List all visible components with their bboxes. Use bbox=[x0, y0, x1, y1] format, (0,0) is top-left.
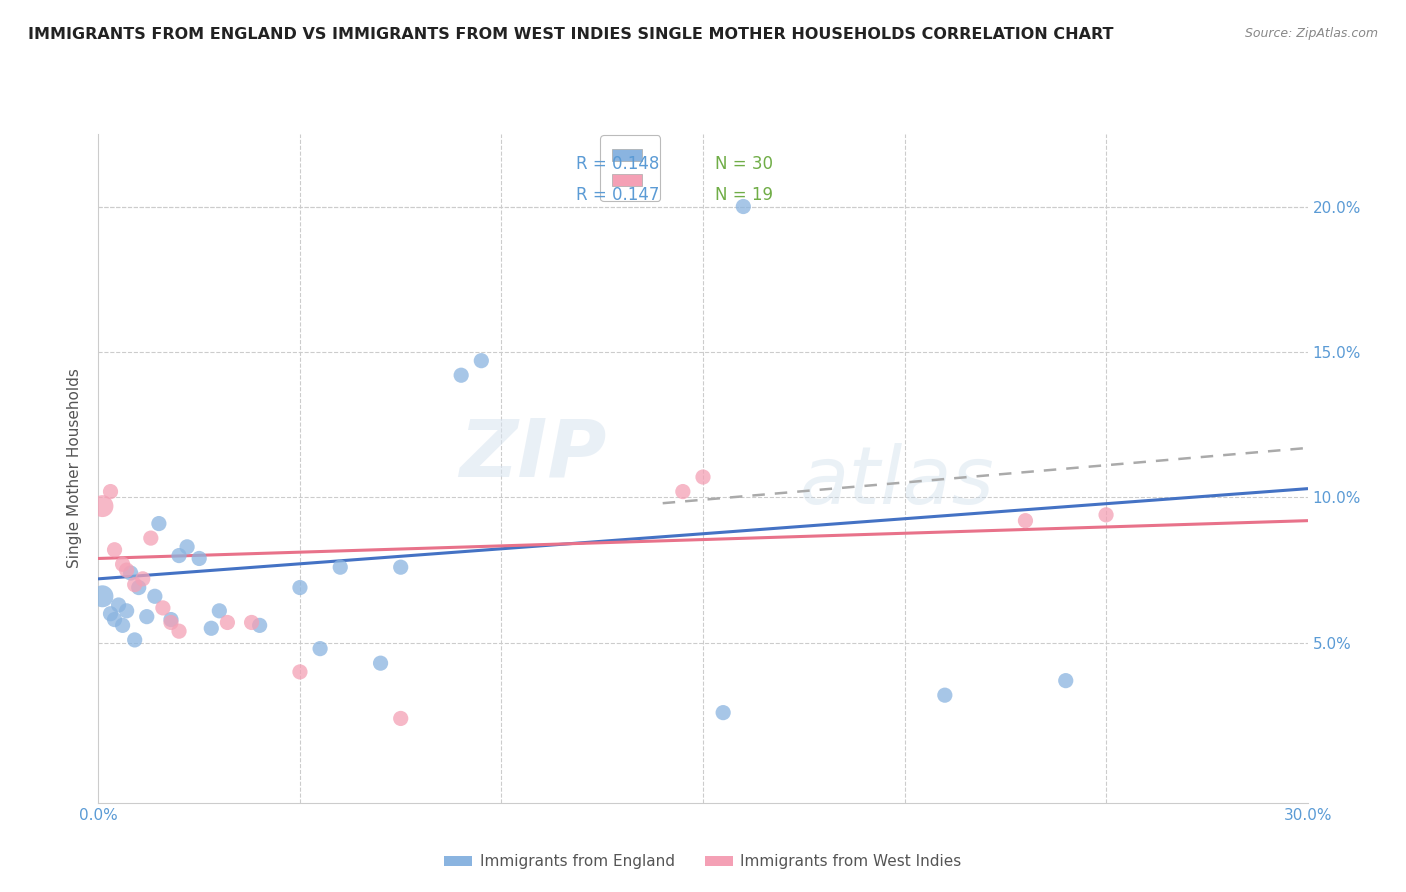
Point bbox=[309, 641, 332, 656]
Point bbox=[217, 615, 239, 630]
Point bbox=[450, 368, 472, 383]
Point bbox=[103, 542, 125, 557]
Point bbox=[176, 540, 198, 554]
Point bbox=[711, 706, 734, 720]
Point bbox=[370, 656, 392, 670]
Point bbox=[1014, 514, 1036, 528]
Point bbox=[124, 632, 146, 647]
Point bbox=[132, 572, 155, 586]
Point bbox=[733, 200, 755, 214]
Point bbox=[124, 577, 146, 591]
Point bbox=[1095, 508, 1118, 522]
Point bbox=[167, 624, 190, 639]
Text: atlas: atlas bbox=[800, 442, 994, 521]
Point bbox=[120, 566, 142, 580]
Legend: , : , bbox=[600, 136, 661, 202]
Point bbox=[692, 470, 714, 484]
Point bbox=[470, 353, 492, 368]
Point bbox=[107, 598, 129, 612]
Text: N = 30: N = 30 bbox=[716, 155, 773, 173]
Text: R = 0.147: R = 0.147 bbox=[576, 186, 659, 204]
Point bbox=[128, 581, 150, 595]
Point bbox=[103, 613, 125, 627]
Point bbox=[160, 615, 183, 630]
Point bbox=[143, 589, 166, 603]
Legend: Immigrants from England, Immigrants from West Indies: Immigrants from England, Immigrants from… bbox=[439, 848, 967, 875]
Point bbox=[115, 604, 138, 618]
Point bbox=[934, 688, 956, 702]
Point bbox=[100, 607, 122, 621]
Point bbox=[389, 711, 412, 725]
Point bbox=[139, 531, 162, 545]
Point bbox=[111, 618, 134, 632]
Point bbox=[152, 601, 174, 615]
Text: Source: ZipAtlas.com: Source: ZipAtlas.com bbox=[1244, 27, 1378, 40]
Point bbox=[91, 589, 114, 603]
Text: IMMIGRANTS FROM ENGLAND VS IMMIGRANTS FROM WEST INDIES SINGLE MOTHER HOUSEHOLDS : IMMIGRANTS FROM ENGLAND VS IMMIGRANTS FR… bbox=[28, 27, 1114, 42]
Point bbox=[188, 551, 211, 566]
Point bbox=[111, 558, 134, 572]
Point bbox=[1054, 673, 1077, 688]
Point bbox=[135, 609, 157, 624]
Point bbox=[200, 621, 222, 635]
Point bbox=[389, 560, 412, 574]
Point bbox=[115, 563, 138, 577]
Point bbox=[100, 484, 122, 499]
Text: ZIP: ZIP bbox=[458, 416, 606, 494]
Point bbox=[288, 665, 311, 679]
Point bbox=[167, 549, 190, 563]
Point bbox=[249, 618, 271, 632]
Point bbox=[160, 613, 183, 627]
Point bbox=[672, 484, 695, 499]
Point bbox=[240, 615, 263, 630]
Point bbox=[91, 499, 114, 513]
Y-axis label: Single Mother Households: Single Mother Households bbox=[67, 368, 83, 568]
Point bbox=[148, 516, 170, 531]
Point bbox=[288, 581, 311, 595]
Point bbox=[208, 604, 231, 618]
Text: N = 19: N = 19 bbox=[716, 186, 773, 204]
Text: R = 0.148: R = 0.148 bbox=[576, 155, 659, 173]
Point bbox=[329, 560, 352, 574]
